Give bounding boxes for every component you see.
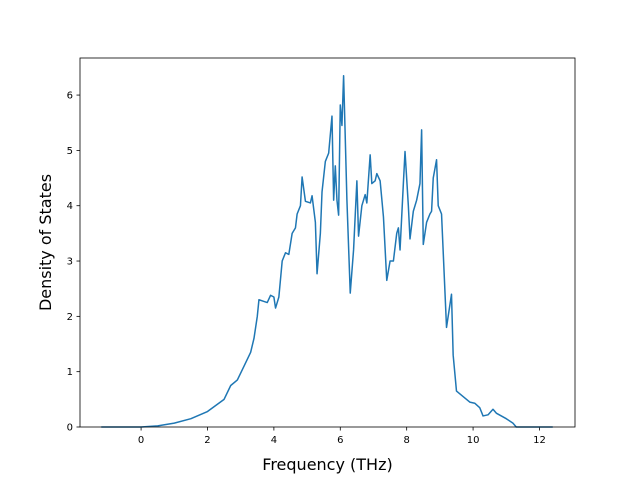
- x-tick-label: 2: [204, 435, 210, 446]
- y-tick-label: 3: [67, 257, 73, 268]
- y-tick-label: 5: [67, 146, 73, 157]
- series-line: [101, 74, 553, 428]
- y-axis-label: Density of States: [36, 174, 55, 311]
- x-axis-label: Frequency (THz): [262, 455, 392, 474]
- plot-area: [80, 58, 575, 427]
- y-tick-label: 0: [67, 423, 73, 434]
- x-tick-label: 4: [271, 435, 277, 446]
- y-tick-label: 1: [67, 367, 73, 378]
- y-tick-label: 4: [67, 201, 73, 212]
- x-tick-label: 10: [467, 435, 480, 446]
- axes-frame: [79, 57, 576, 428]
- y-tick-label: 6: [67, 91, 73, 102]
- x-tick-label: 12: [533, 435, 546, 446]
- x-tick-label: 6: [337, 435, 343, 446]
- x-tick-label: 0: [138, 435, 144, 446]
- x-tick-label: 8: [403, 435, 409, 446]
- y-tick-label: 2: [67, 312, 73, 323]
